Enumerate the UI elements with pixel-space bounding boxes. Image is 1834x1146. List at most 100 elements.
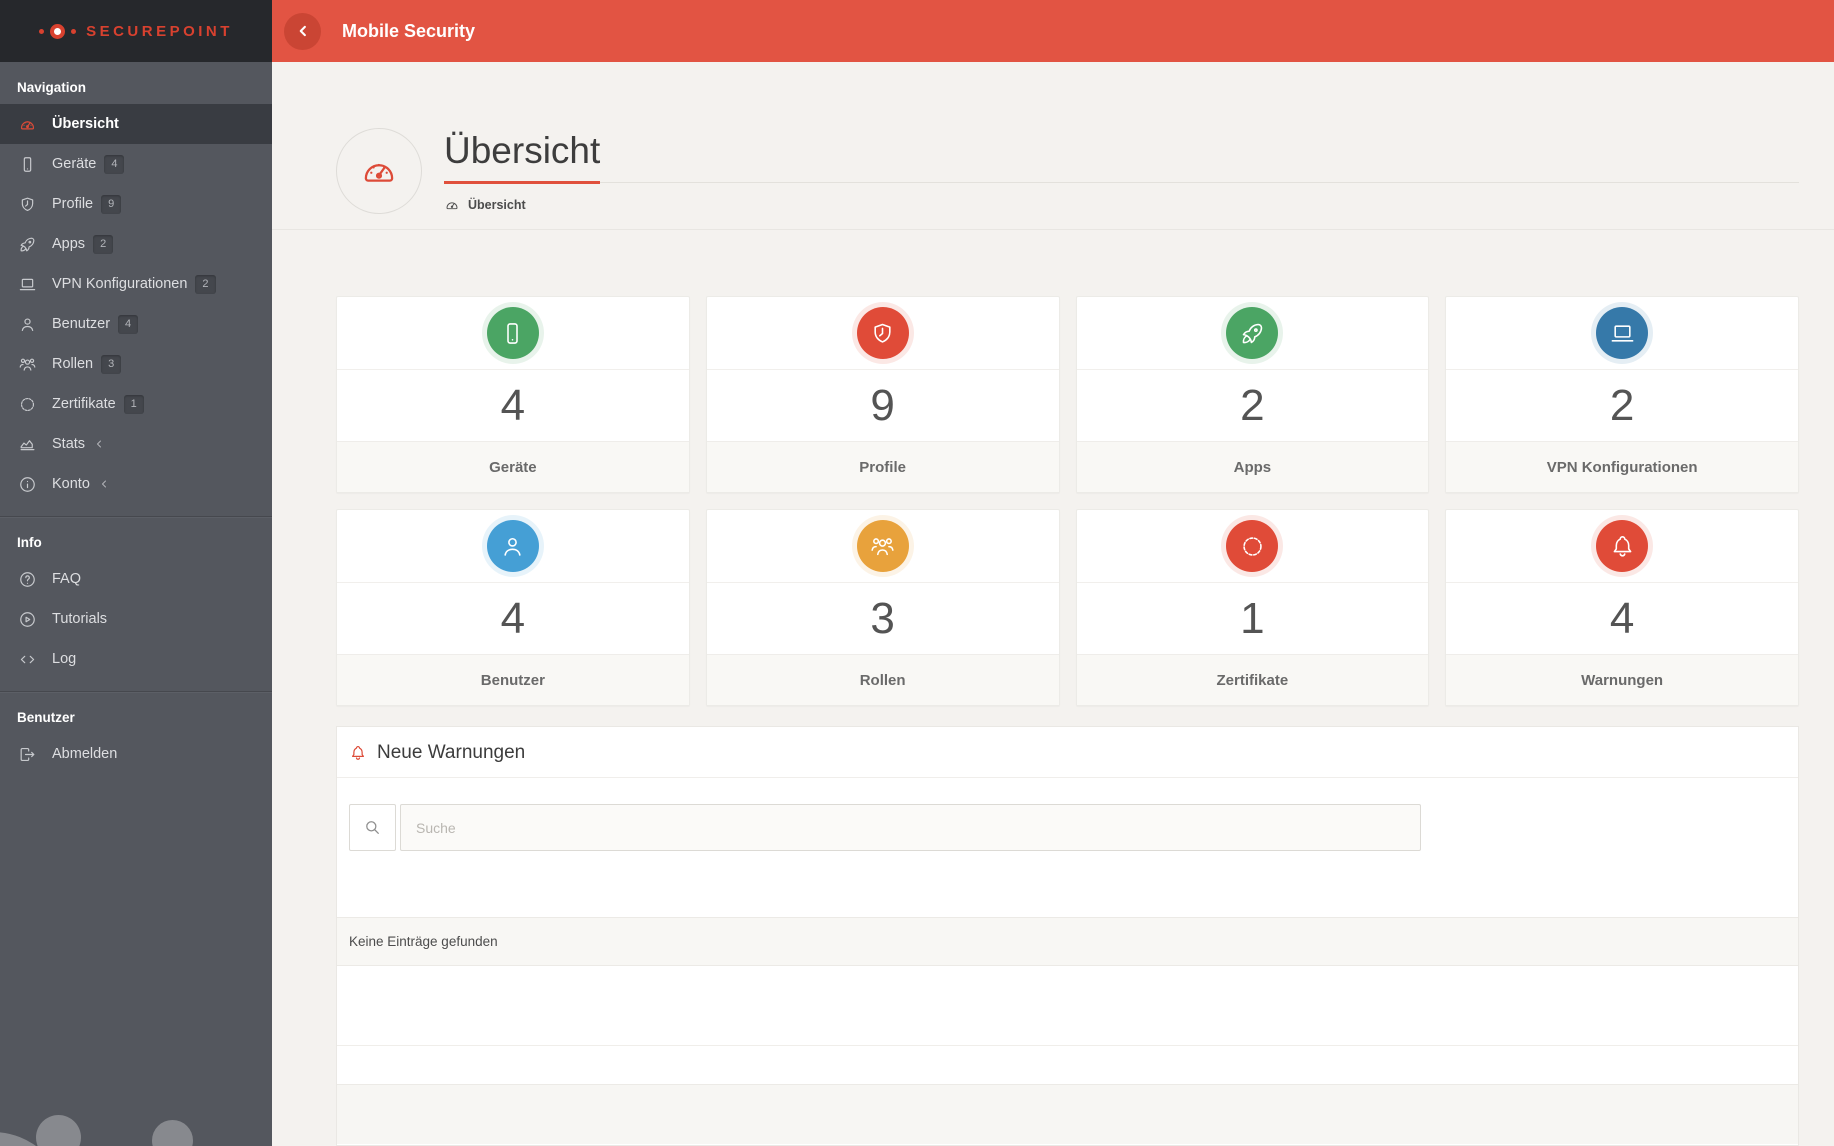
search-icon xyxy=(363,818,382,837)
user-icon xyxy=(17,315,37,334)
sidebar-item-label: Abmelden xyxy=(52,746,118,762)
stat-label: Rollen xyxy=(706,654,1059,705)
stat-card-geraete[interactable]: 4 Geräte xyxy=(336,296,690,493)
sidebar-item-konto[interactable]: Konto xyxy=(0,464,272,504)
bell-icon xyxy=(1596,520,1649,572)
count-badge: 2 xyxy=(93,234,114,254)
count-badge: 4 xyxy=(118,314,139,334)
dashboard-icon xyxy=(17,115,37,134)
stat-label: Apps xyxy=(1076,441,1429,492)
dashboard-icon xyxy=(444,197,460,213)
phone-icon xyxy=(486,307,539,359)
stat-label: Benutzer xyxy=(337,654,689,705)
brand-name: SECUREPOINT xyxy=(86,22,233,40)
breadcrumb-label: Übersicht xyxy=(468,198,526,212)
stat-card-zertifikate[interactable]: 1 Zertifikate xyxy=(1075,509,1430,706)
rocket-icon xyxy=(1226,307,1279,359)
sidebar-item-label: VPN Konfigurationen xyxy=(52,276,188,292)
search-input[interactable] xyxy=(400,804,1421,851)
stat-value: 4 xyxy=(500,380,526,430)
stat-value: 9 xyxy=(870,380,895,430)
sidebar-item-benutzer[interactable]: Benutzer 4 xyxy=(0,304,272,344)
stat-value: 4 xyxy=(500,593,526,643)
sidebar-divider xyxy=(0,516,272,517)
sidebar-item-label: FAQ xyxy=(52,571,82,587)
search-button[interactable] xyxy=(349,804,396,851)
sidebar-item-abmelden[interactable]: Abmelden xyxy=(0,734,272,774)
count-badge: 4 xyxy=(104,154,125,174)
new-warnings-panel: Neue Warnungen Keine Einträge gefunden xyxy=(336,726,1799,1146)
sidebar-item-profile[interactable]: Profile 9 xyxy=(0,184,272,224)
logo-dot-icon xyxy=(39,28,45,34)
page-header: Übersicht Übersicht xyxy=(272,62,1834,230)
watermark-dot-icon xyxy=(36,1115,81,1146)
laptop-icon xyxy=(1596,307,1649,359)
stat-card-vpn-konfigurationen[interactable]: 2 VPN Konfigurationen xyxy=(1445,296,1799,493)
sidebar-divider xyxy=(0,691,272,692)
count-badge: 3 xyxy=(101,354,122,374)
sidebar-item-label: Rollen xyxy=(52,356,94,372)
title-block: Übersicht Übersicht xyxy=(444,128,1799,213)
sidebar-item-rollen[interactable]: Rollen 3 xyxy=(0,344,272,384)
stat-card-apps[interactable]: 2 Apps xyxy=(1075,296,1430,493)
stat-card-benutzer[interactable]: 4 Benutzer xyxy=(336,509,690,706)
sidebar-item-label: Übersicht xyxy=(52,116,119,132)
panel-title: Neue Warnungen xyxy=(377,742,526,763)
brand-logo[interactable]: SECUREPOINT xyxy=(0,0,272,62)
logout-icon xyxy=(17,745,37,764)
empty-state-message: Keine Einträge gefunden xyxy=(337,917,1798,966)
logo-ring-icon xyxy=(50,23,66,39)
stat-label: Warnungen xyxy=(1446,654,1798,705)
stat-value: 2 xyxy=(1609,380,1635,430)
watermark-ring-icon xyxy=(0,1132,66,1146)
page-title: Übersicht xyxy=(444,130,601,184)
certificate-icon xyxy=(17,395,37,414)
certificate-icon xyxy=(1226,520,1279,572)
table-row xyxy=(337,1046,1798,1084)
chevron-left-icon xyxy=(294,22,312,40)
sidebar-item-label: Zertifikate xyxy=(52,396,116,412)
laptop-icon xyxy=(17,275,37,294)
sidebar-item-stats[interactable]: Stats xyxy=(0,424,272,464)
main-area: Mobile Security Übersicht Übersicht xyxy=(272,0,1834,1146)
watermark-dot-icon xyxy=(152,1120,193,1146)
stat-label: VPN Konfigurationen xyxy=(1446,441,1798,492)
sidebar-item-log[interactable]: Log xyxy=(0,639,272,679)
stat-label: Geräte xyxy=(337,441,689,492)
stat-card-warnungen[interactable]: 4 Warnungen xyxy=(1445,509,1799,706)
stat-value: 3 xyxy=(870,593,895,643)
stat-card-profile[interactable]: 9 Profile xyxy=(705,296,1060,493)
shield-icon xyxy=(17,195,37,214)
count-badge: 9 xyxy=(101,194,122,214)
stats-grid: 4 Geräte 9 Profile 2 Apps 2 VPN Konfigur xyxy=(336,296,1799,706)
page-content: 4 Geräte 9 Profile 2 Apps 2 VPN Konfigur xyxy=(272,230,1834,1146)
sidebar-item-apps[interactable]: Apps 2 xyxy=(0,224,272,264)
chevron-left-icon xyxy=(98,478,110,490)
sidebar-item-label: Stats xyxy=(52,436,86,452)
sidebar-item-geraete[interactable]: Geräte 4 xyxy=(0,144,272,184)
info-icon xyxy=(17,475,37,494)
panel-footer xyxy=(337,1084,1798,1144)
users-icon xyxy=(856,520,909,572)
user-icon xyxy=(486,520,539,572)
stat-label: Profile xyxy=(706,441,1059,492)
sidebar-item-vpn-konfigurationen[interactable]: VPN Konfigurationen 2 xyxy=(0,264,272,304)
sidebar: SECUREPOINT Navigation Übersicht Geräte … xyxy=(0,0,272,1146)
sidebar-item-tutorials[interactable]: Tutorials xyxy=(0,599,272,639)
topbar: Mobile Security xyxy=(272,0,1834,62)
sidebar-item-uebersicht[interactable]: Übersicht xyxy=(0,104,272,144)
sidebar-item-zertifikate[interactable]: Zertifikate 1 xyxy=(0,384,272,424)
sidebar-item-faq[interactable]: FAQ xyxy=(0,559,272,599)
sidebar-item-label: Geräte xyxy=(52,156,97,172)
chevron-left-icon xyxy=(93,438,105,450)
back-button[interactable] xyxy=(284,12,321,50)
breadcrumb[interactable]: Übersicht xyxy=(444,197,1799,213)
stat-card-rollen[interactable]: 3 Rollen xyxy=(705,509,1060,706)
stat-label: Zertifikate xyxy=(1076,654,1429,705)
sidebar-section-benutzer: Benutzer xyxy=(17,710,75,725)
title-rule xyxy=(600,182,1799,183)
rocket-icon xyxy=(17,235,37,254)
table-row xyxy=(337,966,1798,1046)
phone-icon xyxy=(17,155,37,174)
